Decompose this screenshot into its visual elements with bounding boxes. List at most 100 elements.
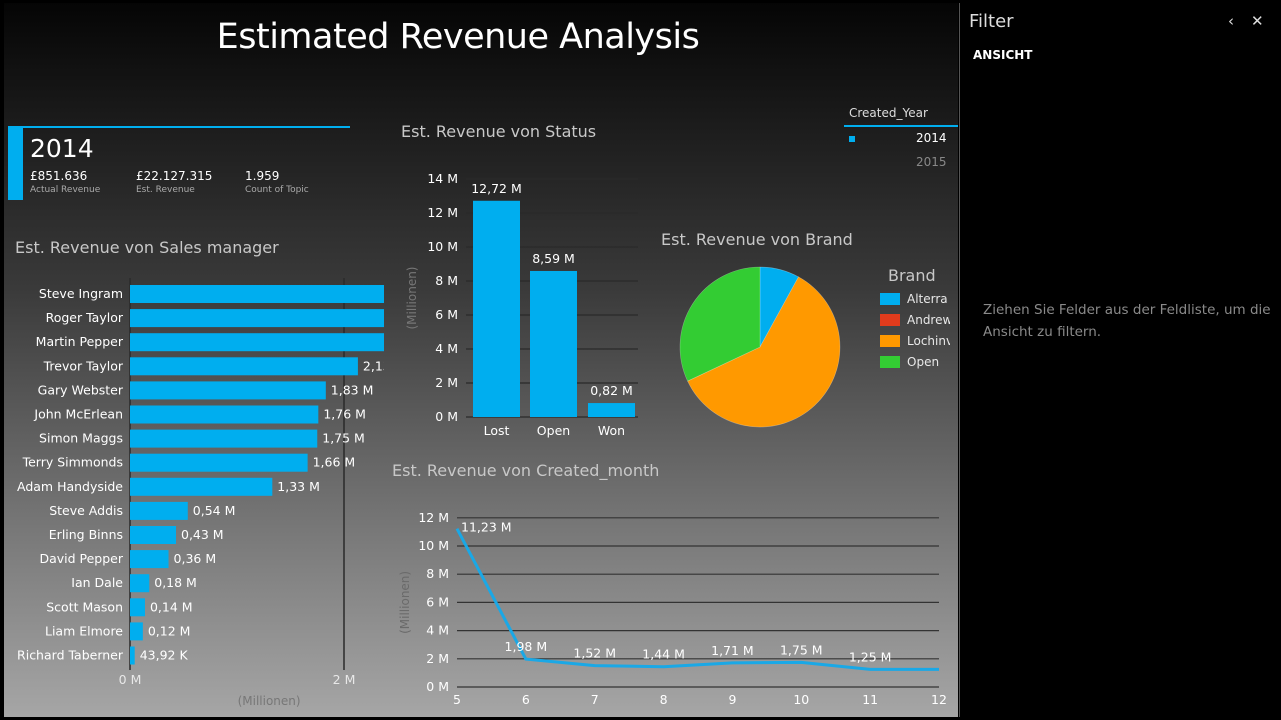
legend-item[interactable]: Alterra bbox=[880, 292, 950, 306]
category-label: Terry Simmonds bbox=[22, 455, 123, 470]
legend-item[interactable]: Open bbox=[880, 355, 950, 369]
bar bbox=[130, 646, 135, 665]
data-label: 1,44 M bbox=[642, 647, 685, 662]
legend-item[interactable]: Lochinvar bbox=[880, 334, 950, 348]
slicer-item-2015[interactable]: 2015 bbox=[916, 155, 947, 169]
data-label: 1,75 M bbox=[322, 431, 365, 446]
bar bbox=[130, 429, 318, 448]
data-label: 0,18 M bbox=[154, 575, 197, 590]
data-label: 12,72 M bbox=[471, 181, 522, 196]
y-tick-label: 8 M bbox=[435, 273, 458, 288]
filter-view-label: ANSICHT bbox=[973, 48, 1033, 62]
category-label: Steve Addis bbox=[49, 503, 123, 518]
bar bbox=[130, 574, 150, 593]
filter-hint: Ziehen Sie Felder aus der Feldliste, um … bbox=[983, 302, 1271, 340]
y-axis-label: (Millionen) bbox=[405, 267, 419, 330]
data-label: 1,25 M bbox=[849, 649, 892, 664]
series-line bbox=[455, 527, 939, 671]
x-tick-label: 2 M bbox=[333, 672, 356, 687]
slicer-item-2014[interactable]: 2014 bbox=[916, 131, 947, 145]
bar bbox=[130, 381, 326, 400]
filter-pane-title: Filter bbox=[969, 11, 1014, 32]
category-label: Roger Taylor bbox=[46, 310, 124, 325]
data-label: 0,36 M bbox=[174, 551, 217, 566]
category-label: David Pepper bbox=[39, 551, 123, 566]
category-label: Erling Binns bbox=[49, 527, 123, 542]
bar bbox=[130, 526, 177, 544]
status-chart-title: Est. Revenue von Status bbox=[401, 122, 597, 141]
legend-item[interactable]: Andrews bbox=[880, 313, 950, 327]
x-tick-label: 10 bbox=[793, 692, 809, 707]
kpi-value: 1.959 bbox=[245, 169, 280, 183]
legend-label: Andrews bbox=[907, 313, 950, 327]
legend-label: Lochinvar bbox=[907, 334, 950, 348]
data-label: 0,12 M bbox=[148, 623, 191, 638]
kpi-label: Est. Revenue bbox=[136, 185, 195, 195]
y-tick-label: 2 M bbox=[435, 375, 458, 390]
legend-swatch bbox=[880, 335, 900, 347]
y-tick-label: 6 M bbox=[426, 594, 449, 609]
legend-swatch bbox=[880, 293, 900, 305]
data-label: 1,71 M bbox=[711, 643, 754, 658]
category-label: Won bbox=[598, 423, 625, 438]
kpi-label: Count of Topic bbox=[245, 185, 309, 195]
data-label: 11,23 M bbox=[461, 520, 512, 535]
category-label: Liam Elmore bbox=[45, 623, 123, 638]
pie-slice bbox=[687, 276, 841, 428]
y-tick-label: 14 M bbox=[427, 171, 458, 186]
legend-swatch bbox=[880, 314, 900, 326]
bar bbox=[473, 200, 520, 417]
data-label: 1,83 M bbox=[331, 382, 374, 397]
y-tick-label: 6 M bbox=[435, 307, 458, 322]
legend-label: Open bbox=[907, 355, 940, 369]
bar bbox=[588, 403, 635, 417]
category-label: Scott Mason bbox=[46, 599, 123, 614]
data-label: 1,76 M bbox=[323, 407, 366, 422]
y-tick-label: 8 M bbox=[426, 566, 449, 581]
category-label: John McErlean bbox=[33, 407, 123, 422]
x-tick-label: 11 bbox=[862, 692, 878, 707]
sales-manager-chart-title: Est. Revenue von Sales manager bbox=[15, 238, 279, 257]
data-label: 1,98 M bbox=[505, 639, 548, 654]
slicer-title: Created_Year bbox=[849, 106, 928, 120]
data-label: 1,75 M bbox=[780, 642, 823, 657]
kpi-est-revenue: £22.127.315 Est. Revenue bbox=[136, 169, 212, 195]
report-canvas: Estimated Revenue Analysis 2014 £851.636… bbox=[4, 3, 958, 717]
pie-slice bbox=[679, 266, 761, 382]
chevron-left-icon[interactable]: ‹ bbox=[1228, 12, 1234, 30]
y-tick-label: 12 M bbox=[427, 205, 458, 220]
kpi-accent-bar bbox=[8, 128, 23, 200]
legend-title: Brand bbox=[888, 266, 936, 285]
y-tick-label: 10 M bbox=[418, 538, 449, 553]
bar bbox=[130, 501, 188, 520]
data-label: 43,92 K bbox=[140, 648, 189, 663]
close-icon[interactable]: ✕ bbox=[1251, 12, 1264, 30]
x-tick-label: 12 bbox=[931, 692, 947, 707]
kpi-actual-revenue: £851.636 Actual Revenue bbox=[30, 169, 100, 195]
legend-swatch bbox=[880, 356, 900, 368]
bar bbox=[130, 598, 145, 617]
x-tick-label: 5 bbox=[453, 692, 461, 707]
kpi-label: Actual Revenue bbox=[30, 185, 101, 195]
month-line-chart[interactable]: 0 M 2 M 4 M 6 M 8 M 10 M 12 M (Millionen) 5 11,23… bbox=[389, 498, 954, 713]
filter-pane: Filter ‹ ✕ ANSICHT Ziehen Sie Felder aus… bbox=[959, 3, 1279, 717]
bar bbox=[130, 622, 143, 641]
brand-chart-title: Est. Revenue von Brand bbox=[661, 230, 853, 249]
data-label: 0,82 M bbox=[590, 383, 633, 398]
kpi-value: £851.636 bbox=[30, 169, 88, 183]
category-label: Lost bbox=[484, 423, 510, 438]
brand-pie-chart[interactable] bbox=[674, 261, 846, 433]
x-tick-label: 8 bbox=[660, 692, 668, 707]
y-tick-label: 10 M bbox=[427, 239, 458, 254]
status-bar-chart[interactable]: 0 M 2 M 4 M 6 M 8 M 10 M 12 M 14 M (Millionen) 12… bbox=[400, 163, 650, 443]
data-label: 0,43 M bbox=[181, 527, 224, 542]
y-tick-label: 4 M bbox=[426, 623, 449, 638]
kpi-value: £22.127.315 bbox=[136, 169, 213, 183]
bar bbox=[530, 270, 577, 417]
x-tick-label: 9 bbox=[728, 692, 736, 707]
category-label: Martin Pepper bbox=[36, 334, 124, 349]
kpi-year: 2014 bbox=[30, 134, 94, 163]
data-label: 1,52 M bbox=[573, 646, 616, 661]
month-chart-title: Est. Revenue von Created_month bbox=[392, 461, 660, 480]
